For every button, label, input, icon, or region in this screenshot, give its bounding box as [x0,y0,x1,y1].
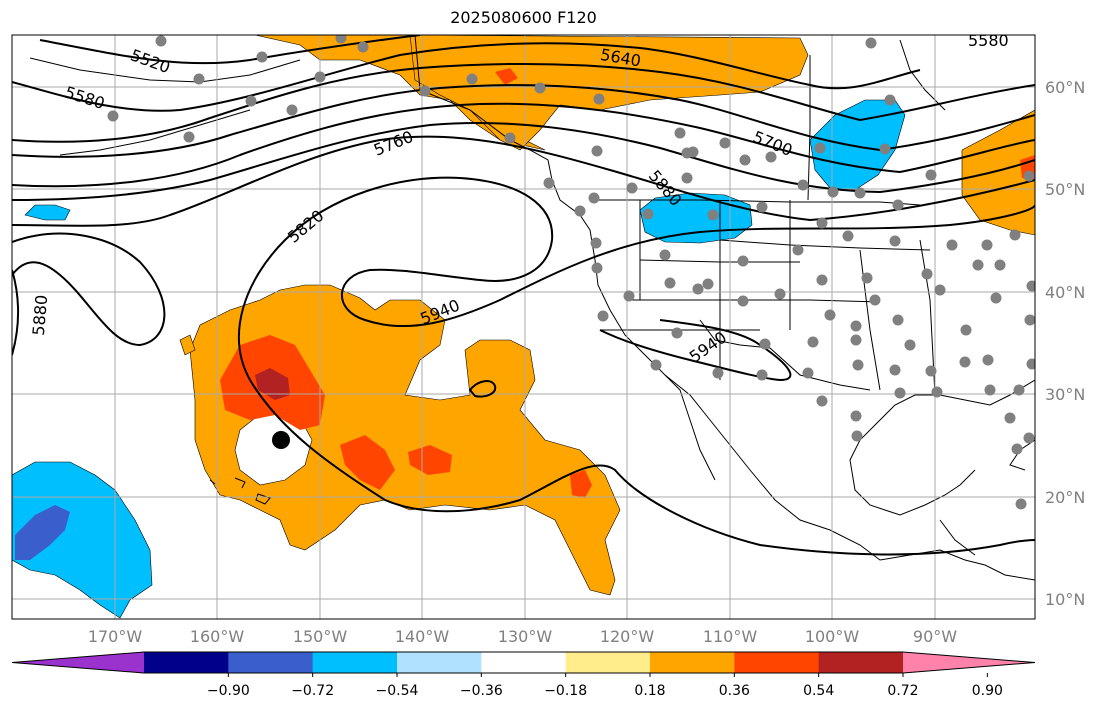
lon-label: 140°W [395,627,450,646]
red-orange-shading [220,68,1035,498]
station-dots [107,35,1035,510]
longitude-labels: 170°W 160°W 150°W 140°W 130°W 120°W 110°… [88,627,957,646]
lat-label: 10°N [1045,590,1085,609]
colorbar-outline [11,651,1036,674]
colorbar-segment [818,652,904,673]
colorbar-extend-min [12,652,144,673]
map-title: 2025080600 F120 [450,8,597,27]
lon-label: 130°W [498,627,553,646]
map-field: 5520 5580 5580 5640 5700 5760 5820 5880 … [12,31,1035,619]
colorbar-tick-label: −0.54 [376,683,419,699]
colorbar: −0.90 −0.72 −0.54 −0.36 −0.18 0.18 0.36 0.54 0.7… [11,651,1036,699]
colorbar-tick-label: 0.18 [634,683,665,699]
royal-blue-shading [15,505,70,560]
colorbar-segment [565,652,651,673]
colorbar-tick-label: −0.90 [207,683,250,699]
colorbar-tick-label: 0.54 [803,683,834,699]
colorbar-tick-label: 0.36 [719,683,750,699]
colorbar-tick-label: −0.36 [460,683,503,699]
map-frame [11,34,1036,620]
colorbar-segment [734,652,820,673]
lon-label: 110°W [703,627,758,646]
lat-label: 30°N [1045,385,1085,404]
lon-label: 170°W [88,627,143,646]
colorbar-extend-max [903,652,1035,673]
colorbar-tick-label: −0.18 [544,683,587,699]
colorbar-segment [481,652,567,673]
lat-label: 40°N [1045,283,1085,302]
contour-label: 5940 [686,328,730,367]
latitude-labels: 60°N 50°N 40°N 30°N 20°N 10°N [1045,78,1085,609]
lon-label: 160°W [190,627,245,646]
colorbar-segment [397,652,482,673]
gridlines [12,35,1035,619]
lon-label: 120°W [600,627,655,646]
lat-label: 20°N [1045,488,1085,507]
blue-shading [12,99,906,619]
lat-label: 60°N [1045,78,1085,97]
lon-label: 90°W [913,627,957,646]
dark-red-shading [255,368,290,400]
storm-center-marker [272,431,290,449]
lon-label: 150°W [293,627,348,646]
lat-label: 50°N [1045,180,1085,199]
colorbar-segment [650,652,735,673]
contour-label: 5520 [128,45,173,77]
colorbar-tick-label: 0.90 [972,683,1003,699]
lon-label: 100°W [805,627,860,646]
contour-label: 5580 [968,31,1009,50]
colorbar-tick-label: −0.72 [291,683,334,699]
colorbar-segment [312,652,398,673]
colorbar-tick-label: 0.72 [887,683,918,699]
contour-label: 5760 [371,127,416,160]
colorbar-segment [228,652,314,673]
contour-label: 5880 [29,294,51,336]
coastlines [414,35,1035,581]
colorbar-segment [144,652,229,673]
